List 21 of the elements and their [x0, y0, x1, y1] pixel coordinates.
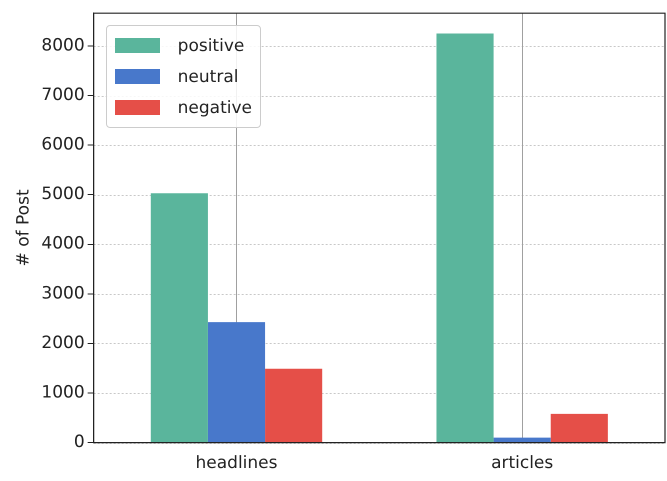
bar	[265, 368, 322, 442]
legend-label: positive	[178, 36, 244, 56]
x-tick-label: articles	[491, 453, 554, 474]
y-tick-label: 6000	[41, 134, 85, 155]
y-axis-title: # of Post	[14, 189, 34, 266]
y-tick-label: 2000	[41, 332, 85, 353]
y-tick-label: 8000	[41, 35, 85, 56]
y-tick-label: 4000	[41, 234, 85, 254]
bar	[208, 322, 266, 442]
bar	[494, 438, 551, 442]
bar	[150, 193, 208, 442]
bar	[436, 34, 494, 442]
x-tick-label: headlines	[196, 453, 278, 474]
y-tick-label: 3000	[41, 283, 85, 304]
y-tick-label: 5000	[41, 184, 85, 204]
y-tick-label: 1000	[41, 382, 85, 402]
legend-label: neutral	[178, 66, 238, 87]
y-tick-label: 7000	[41, 84, 85, 105]
y-tick-label: 0	[74, 432, 85, 452]
bar	[550, 414, 608, 442]
legend-label: negative	[178, 98, 252, 118]
